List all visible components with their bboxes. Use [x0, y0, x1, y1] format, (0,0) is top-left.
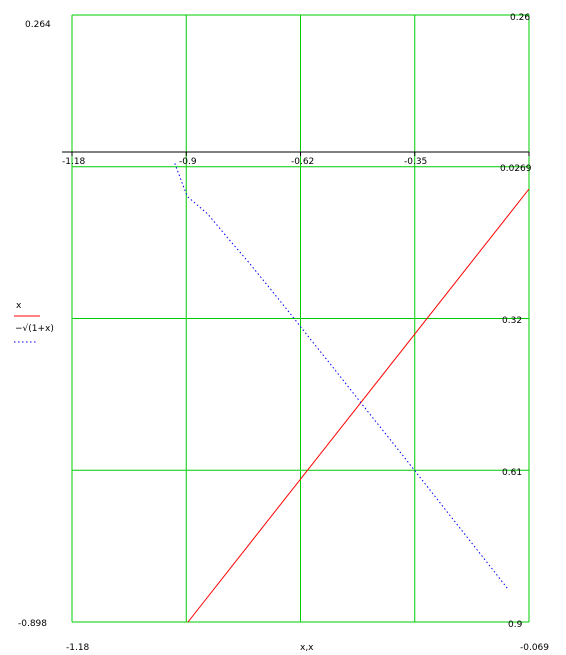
legend-label-0: x [16, 301, 22, 311]
x-tick-label-2: -0.62 [291, 157, 314, 167]
legend-label-1: −√(1+x) [15, 323, 54, 334]
right-axis-label-0: 0.26 [510, 13, 530, 23]
series-layer [174, 163, 530, 623]
x-axis-line [62, 151, 530, 156]
legend: x −√(1+x) [14, 301, 54, 343]
x-tick-label-3: -0.35 [404, 157, 427, 167]
right-axis-label-2: 0.32 [502, 316, 522, 326]
x-axis-range-labels: -1.18 -0.069 [66, 643, 549, 653]
left-axis-labels: 0.264 -0.898 [18, 20, 51, 629]
right-axis-labels: 0.26 0.0269 0.32 0.61 0.9 [500, 13, 532, 630]
grid [71, 14, 530, 623]
right-axis-label-3: 0.61 [502, 468, 522, 478]
x-axis-min-label: -1.18 [66, 643, 90, 653]
x-tick-label-0: -1.18 [62, 157, 86, 167]
x-axis-max-label: -0.069 [520, 643, 549, 653]
x-axis-title: x,x [300, 643, 314, 653]
right-axis-label-4: 0.9 [508, 620, 523, 630]
left-axis-label-bottom: -0.898 [18, 619, 47, 629]
x-tick-labels: -1.18 -0.9 -0.62 -0.35 [62, 157, 427, 167]
series-line-1 [174, 163, 509, 590]
left-axis-label-top: 0.264 [25, 20, 51, 30]
x-tick-label-1: -0.9 [179, 157, 197, 167]
series-line-0 [187, 188, 530, 623]
right-axis-label-1: 0.0269 [500, 164, 532, 174]
